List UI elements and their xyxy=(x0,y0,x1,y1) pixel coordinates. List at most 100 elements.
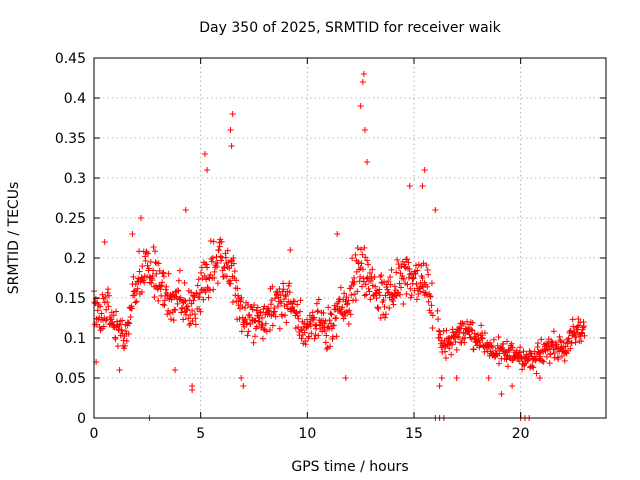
data-point xyxy=(344,300,351,307)
data-point xyxy=(487,339,494,346)
data-point xyxy=(404,256,411,263)
data-point xyxy=(517,344,524,351)
plot-frame xyxy=(93,57,607,419)
data-point xyxy=(471,330,478,337)
data-point xyxy=(490,336,497,343)
data-point xyxy=(516,349,523,356)
data-point xyxy=(239,303,246,310)
data-point xyxy=(566,328,573,335)
data-point xyxy=(580,323,587,330)
data-point xyxy=(405,259,412,266)
data-point xyxy=(550,328,557,335)
data-point xyxy=(110,312,117,319)
data-point xyxy=(201,272,208,279)
data-point xyxy=(126,320,133,327)
data-point xyxy=(250,339,257,346)
data-point xyxy=(132,299,139,306)
data-point xyxy=(102,317,109,324)
data-point xyxy=(160,273,167,280)
data-point xyxy=(112,336,119,343)
data-point xyxy=(411,287,418,294)
data-point xyxy=(193,290,200,297)
data-point xyxy=(127,313,134,320)
data-point xyxy=(423,262,430,269)
data-point xyxy=(100,323,107,330)
data-point xyxy=(323,332,330,339)
data-point xyxy=(388,266,395,273)
data-point xyxy=(347,311,354,318)
data-point xyxy=(362,254,369,261)
data-point xyxy=(119,317,126,324)
data-point xyxy=(495,334,502,341)
data-point xyxy=(232,292,239,299)
data-point xyxy=(123,337,130,344)
data-point xyxy=(259,314,266,321)
data-point xyxy=(536,349,543,356)
data-point xyxy=(400,275,407,282)
data-point xyxy=(448,351,455,358)
data-point xyxy=(563,350,570,357)
data-point xyxy=(341,290,348,297)
data-point xyxy=(129,305,136,312)
data-point xyxy=(223,273,230,280)
data-point xyxy=(460,320,467,327)
data-point xyxy=(274,289,281,296)
data-point xyxy=(436,328,443,335)
data-point xyxy=(419,274,426,281)
data-point xyxy=(198,269,205,276)
data-point xyxy=(272,295,279,302)
y-tick-label: 0.15 xyxy=(55,291,86,307)
data-point xyxy=(363,291,370,298)
data-point xyxy=(227,280,234,287)
data-point xyxy=(245,328,252,335)
data-point xyxy=(244,332,251,339)
data-point xyxy=(269,283,276,290)
data-point xyxy=(321,328,328,335)
data-point xyxy=(346,307,353,314)
x-tick-label: 0 xyxy=(90,426,99,442)
data-point xyxy=(352,251,359,258)
data-point xyxy=(376,286,383,293)
data-point xyxy=(519,366,526,373)
data-point xyxy=(360,71,367,77)
data-point xyxy=(322,339,329,346)
data-point xyxy=(470,346,477,353)
data-point xyxy=(298,335,305,342)
data-point xyxy=(436,383,443,389)
data-point xyxy=(197,308,204,315)
data-point xyxy=(403,291,410,298)
data-point xyxy=(216,243,223,250)
data-point xyxy=(557,338,564,345)
data-point xyxy=(167,316,174,323)
data-point xyxy=(303,324,310,331)
data-point xyxy=(357,103,364,109)
data-point xyxy=(121,342,128,349)
data-point xyxy=(279,313,286,320)
data-point xyxy=(344,308,351,315)
data-point xyxy=(546,360,553,367)
data-point xyxy=(574,323,581,330)
data-point xyxy=(459,320,466,327)
data-point xyxy=(153,270,160,277)
data-point xyxy=(474,331,481,338)
y-axis-label: SRMTID / TECUs xyxy=(6,182,22,295)
data-point xyxy=(364,257,371,264)
data-point xyxy=(406,266,413,273)
data-point xyxy=(208,258,215,265)
y-tick-label: 0.45 xyxy=(55,51,86,67)
data-point xyxy=(230,260,237,267)
data-point xyxy=(116,367,123,373)
data-point xyxy=(558,344,565,351)
data-point xyxy=(271,308,278,315)
data-point xyxy=(228,143,235,149)
data-point xyxy=(205,294,212,301)
data-point xyxy=(468,326,475,333)
data-point xyxy=(428,302,435,309)
data-point xyxy=(437,331,444,338)
data-point xyxy=(504,338,511,345)
data-point xyxy=(172,306,179,313)
data-point xyxy=(333,333,340,340)
data-point xyxy=(252,317,259,324)
data-point xyxy=(104,299,111,306)
data-point xyxy=(481,348,488,355)
